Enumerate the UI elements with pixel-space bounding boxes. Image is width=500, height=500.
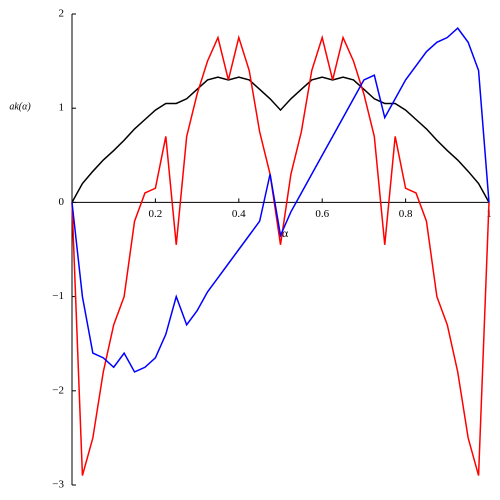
line-series	[71, 34, 490, 476]
y-tick-label: −2	[52, 384, 64, 396]
x-tick-label: 0.8	[399, 208, 413, 220]
x-axis-label: α	[282, 226, 289, 240]
x-tick-label: 0.2	[149, 208, 163, 220]
y-tick-label: 0	[59, 196, 65, 208]
y-tick-label: 1	[59, 102, 65, 114]
y-tick-label: −1	[52, 290, 64, 302]
line-series	[71, 76, 490, 203]
x-tick-label: 0.4	[232, 208, 246, 220]
y-axis-label: ak(α)	[9, 101, 31, 112]
y-tick-label: −3	[52, 479, 64, 491]
line-series	[71, 27, 490, 373]
y-tick-label: 2	[59, 8, 65, 20]
x-tick-label: 0.6	[315, 208, 329, 220]
